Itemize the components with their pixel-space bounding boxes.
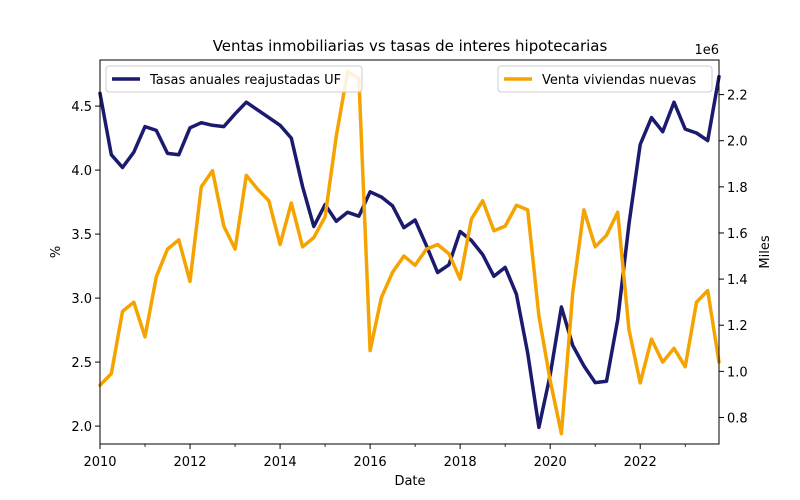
x-tick-label: 2012 (173, 455, 206, 470)
y-left-tick-label: 3.0 (71, 292, 92, 307)
x-tick-label: 2010 (83, 455, 116, 470)
x-tick-label: 2018 (444, 455, 477, 470)
x-tick-label: 2016 (354, 455, 387, 470)
y-axis-left-label: % (49, 246, 64, 258)
y-right-tick-label: 2.2 (727, 89, 748, 104)
series-line-0 (98, 74, 721, 430)
y-right-tick-label: 1.8 (727, 181, 748, 196)
plot-area (98, 69, 721, 436)
legend-right-box (497, 65, 713, 93)
y-left-tick-label: 4.5 (71, 100, 92, 115)
y-right-tick-label: 1.4 (727, 273, 748, 288)
y-left-tick-label: 2.0 (71, 420, 92, 435)
x-tick-label: 2020 (534, 455, 567, 470)
series-line-1 (98, 69, 721, 436)
y-right-tick-label: 0.8 (727, 411, 748, 426)
legend-right-label: Venta viviendas nuevas (542, 73, 696, 88)
right-axis-offset-text: 1e6 (694, 43, 719, 58)
legend-left-label: Tasas anuales reajustadas UF (149, 73, 341, 88)
y-left-tick-label: 3.5 (71, 228, 92, 243)
legends: Tasas anuales reajustadas UF Venta vivien… (105, 65, 713, 93)
y-right-tick-label: 1.2 (727, 319, 748, 334)
plot-frame (99, 59, 720, 445)
y-right-tick-label: 1.6 (727, 227, 748, 242)
axes: 2010 2012 2014 2016 2018 2020 2022 2.0 2.5 3.0 3.5… (71, 59, 748, 470)
x-tick-label: 2022 (624, 455, 657, 470)
legend-left-box (105, 65, 363, 93)
y-axis-right-label: Miles (758, 235, 773, 268)
x-axis-label: Date (394, 474, 425, 489)
chart-title: Ventas inmobiliarias vs tasas de interes… (213, 37, 608, 55)
x-tick-label: 2014 (264, 455, 297, 470)
y-right-tick-label: 1.0 (727, 365, 748, 380)
y-right-tick-label: 2.0 (727, 135, 748, 150)
y-left-tick-label: 4.0 (71, 164, 92, 179)
y-left-tick-label: 2.5 (71, 356, 92, 371)
